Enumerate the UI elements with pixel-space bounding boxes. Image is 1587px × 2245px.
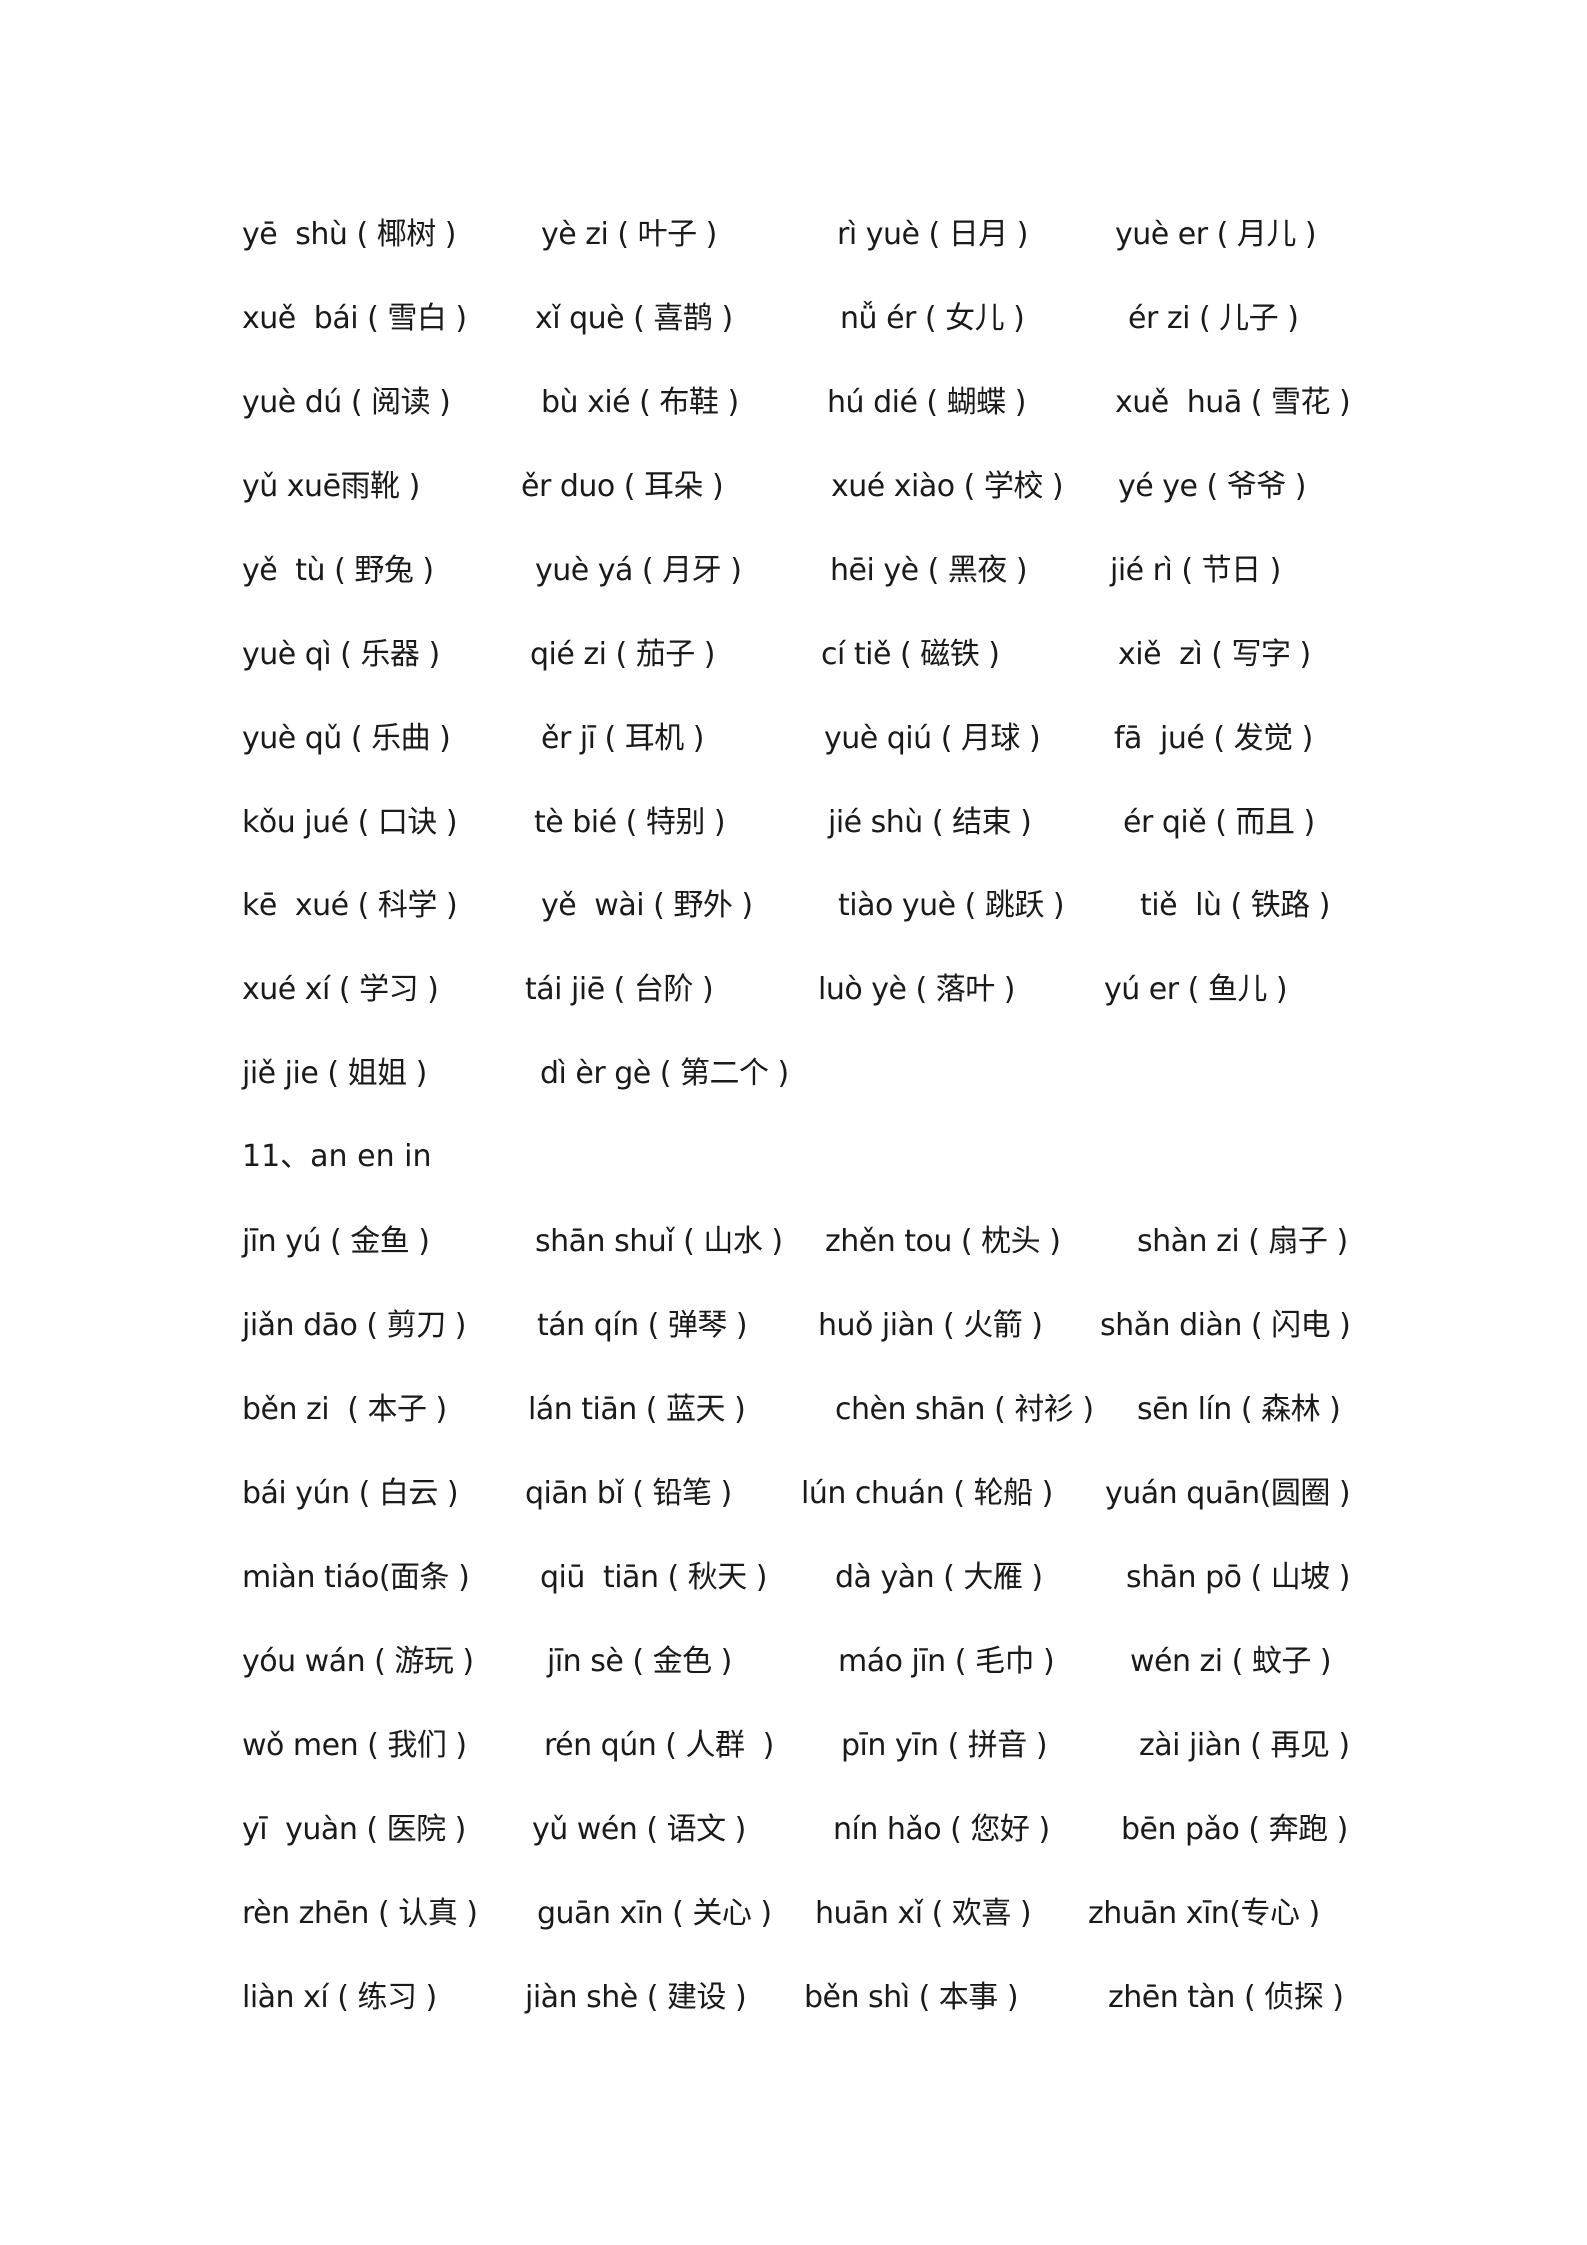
vocab-entry: ěr duo ( 耳朵 ) xyxy=(521,469,724,504)
vocab-entry: xǐ què ( 喜鹊 ) xyxy=(535,301,733,336)
vocab-entry: jié shù ( 结束 ) xyxy=(828,805,1032,840)
vocab-entry: tiě lù ( 铁路 ) xyxy=(1140,888,1331,923)
vocab-entry: yě tù ( 野兔 ) xyxy=(242,553,434,588)
vocab-entry: shān pō ( 山坡 ) xyxy=(1126,1560,1351,1595)
vocab-entry: xuě bái ( 雪白 ) xyxy=(242,301,467,336)
vocab-entry: yǔ xuē雨靴 ) xyxy=(242,469,420,504)
vocab-entry: guān xīn ( 关心 ) xyxy=(537,1896,772,1931)
vocab-entry: lán tiān ( 蓝天 ) xyxy=(528,1392,746,1427)
vocab-entry: yuán quān(圆圈 ) xyxy=(1105,1476,1351,1511)
vocab-entry: fā jué ( 发觉 ) xyxy=(1114,721,1313,756)
vocab-entry: shǎn diàn ( 闪电 ) xyxy=(1100,1308,1351,1343)
vocab-entry: wǒ men ( 我们 ) xyxy=(242,1728,467,1763)
vocab-entry: tái jiē ( 台阶 ) xyxy=(525,972,714,1007)
vocab-entry: yé ye ( 爷爷 ) xyxy=(1118,469,1306,504)
vocab-entry: shàn zi ( 扇子 ) xyxy=(1137,1224,1348,1259)
vocab-entry: kē xué ( 科学 ) xyxy=(242,888,458,923)
vocab-entry: nín hǎo ( 您好 ) xyxy=(833,1812,1050,1847)
vocab-entry: nǚ ér ( 女儿 ) xyxy=(840,301,1025,336)
vocab-entry: běn zi ( 本子 ) xyxy=(242,1392,447,1427)
vocab-entry: ér qiě ( 而且 ) xyxy=(1123,805,1315,840)
vocab-entry: yē shù ( 椰树 ) xyxy=(242,217,456,252)
vocab-entry: xué xí ( 学习 ) xyxy=(242,972,439,1007)
section-heading: 11、an en in xyxy=(242,1139,432,1174)
vocab-entry: dì èr gè ( 第二个 ) xyxy=(540,1056,789,1091)
vocab-entry: rén qún ( 人群 ) xyxy=(544,1728,774,1763)
vocab-entry: rì yuè ( 日月 ) xyxy=(837,217,1028,252)
vocab-entry: xiě zì ( 写字 ) xyxy=(1118,637,1311,672)
vocab-entry: běn shì ( 本事 ) xyxy=(804,1980,1019,2015)
vocab-entry: yuè yá ( 月牙 ) xyxy=(535,553,742,588)
vocab-entry: jiàn shè ( 建设 ) xyxy=(525,1980,747,2015)
vocab-entry: qiū tiān ( 秋天 ) xyxy=(540,1560,767,1595)
vocab-entry: zhěn tou ( 枕头 ) xyxy=(825,1224,1061,1259)
vocab-entry: jiě jie ( 姐姐 ) xyxy=(242,1056,427,1091)
vocab-entry: liàn xí ( 练习 ) xyxy=(242,1980,437,2015)
vocab-entry: ěr jī ( 耳机 ) xyxy=(541,721,705,756)
vocab-entry: luò yè ( 落叶 ) xyxy=(818,972,1015,1007)
vocab-entry: jié rì ( 节日 ) xyxy=(1110,553,1281,588)
vocab-entry: huān xǐ ( 欢喜 ) xyxy=(815,1896,1032,1931)
vocab-entry: yóu wán ( 游玩 ) xyxy=(242,1644,474,1679)
vocab-entry: jiǎn dāo ( 剪刀 ) xyxy=(242,1308,466,1343)
vocab-entry: bēn pǎo ( 奔跑 ) xyxy=(1121,1812,1348,1847)
vocab-entry: qiān bǐ ( 铅笔 ) xyxy=(525,1476,732,1511)
vocab-entry: kǒu jué ( 口诀 ) xyxy=(242,805,458,840)
vocab-entry: zài jiàn ( 再见 ) xyxy=(1139,1728,1350,1763)
vocab-entry: yuè qiú ( 月球 ) xyxy=(824,721,1041,756)
vocab-entry: sēn lín ( 森林 ) xyxy=(1137,1392,1341,1427)
vocab-entry: bù xié ( 布鞋 ) xyxy=(541,385,739,420)
vocab-entry: tiào yuè ( 跳跃 ) xyxy=(838,888,1065,923)
vocab-entry: pīn yīn ( 拼音 ) xyxy=(841,1728,1048,1763)
vocab-entry: yǔ wén ( 语文 ) xyxy=(532,1812,746,1847)
vocab-entry: jīn sè ( 金色 ) xyxy=(547,1644,732,1679)
vocab-entry: yè zi ( 叶子 ) xyxy=(541,217,717,252)
vocab-entry: yuè dú ( 阅读 ) xyxy=(242,385,451,420)
vocab-entry: yuè qì ( 乐器 ) xyxy=(242,637,440,672)
vocab-entry: hú dié ( 蝴蝶 ) xyxy=(827,385,1026,420)
vocab-entry: lún chuán ( 轮船 ) xyxy=(801,1476,1053,1511)
vocab-entry: huǒ jiàn ( 火箭 ) xyxy=(818,1308,1043,1343)
vocab-entry: bái yún ( 白云 ) xyxy=(242,1476,459,1511)
vocab-entry: rèn zhēn ( 认真 ) xyxy=(242,1896,478,1931)
vocab-entry: xuě huā ( 雪花 ) xyxy=(1115,385,1351,420)
vocab-entry: jīn yú ( 金鱼 ) xyxy=(242,1224,430,1259)
vocab-entry: yě wài ( 野外 ) xyxy=(541,888,753,923)
vocab-entry: shān shuǐ ( 山水 ) xyxy=(535,1224,783,1259)
vocab-entry: yuè qǔ ( 乐曲 ) xyxy=(242,721,451,756)
vocab-entry: miàn tiáo(面条 ) xyxy=(242,1560,470,1595)
vocab-entry: cí tiě ( 磁铁 ) xyxy=(821,637,1000,672)
vocab-entry: tán qín ( 弹琴 ) xyxy=(537,1308,748,1343)
vocab-entry: xué xiào ( 学校 ) xyxy=(831,469,1064,504)
vocab-entry: dà yàn ( 大雁 ) xyxy=(835,1560,1043,1595)
vocab-entry: yuè er ( 月儿 ) xyxy=(1115,217,1317,252)
vocab-entry: máo jīn ( 毛巾 ) xyxy=(838,1644,1055,1679)
vocab-entry: wén zi ( 蚊子 ) xyxy=(1130,1644,1332,1679)
vocab-entry: chèn shān ( 衬衫 ) xyxy=(835,1392,1094,1427)
vocab-entry: zhēn tàn ( 侦探 ) xyxy=(1108,1980,1344,2015)
vocab-entry: qié zi ( 茄子 ) xyxy=(530,637,715,672)
vocab-entry: tè bié ( 特别 ) xyxy=(534,805,726,840)
vocab-entry: yú er ( 鱼儿 ) xyxy=(1104,972,1288,1007)
vocab-entry: hēi yè ( 黑夜 ) xyxy=(830,553,1028,588)
vocab-entry: zhuān xīn(专心 ) xyxy=(1088,1896,1320,1931)
vocab-entry: yī yuàn ( 医院 ) xyxy=(242,1812,466,1847)
vocab-entry: ér zi ( 儿子 ) xyxy=(1128,301,1299,336)
